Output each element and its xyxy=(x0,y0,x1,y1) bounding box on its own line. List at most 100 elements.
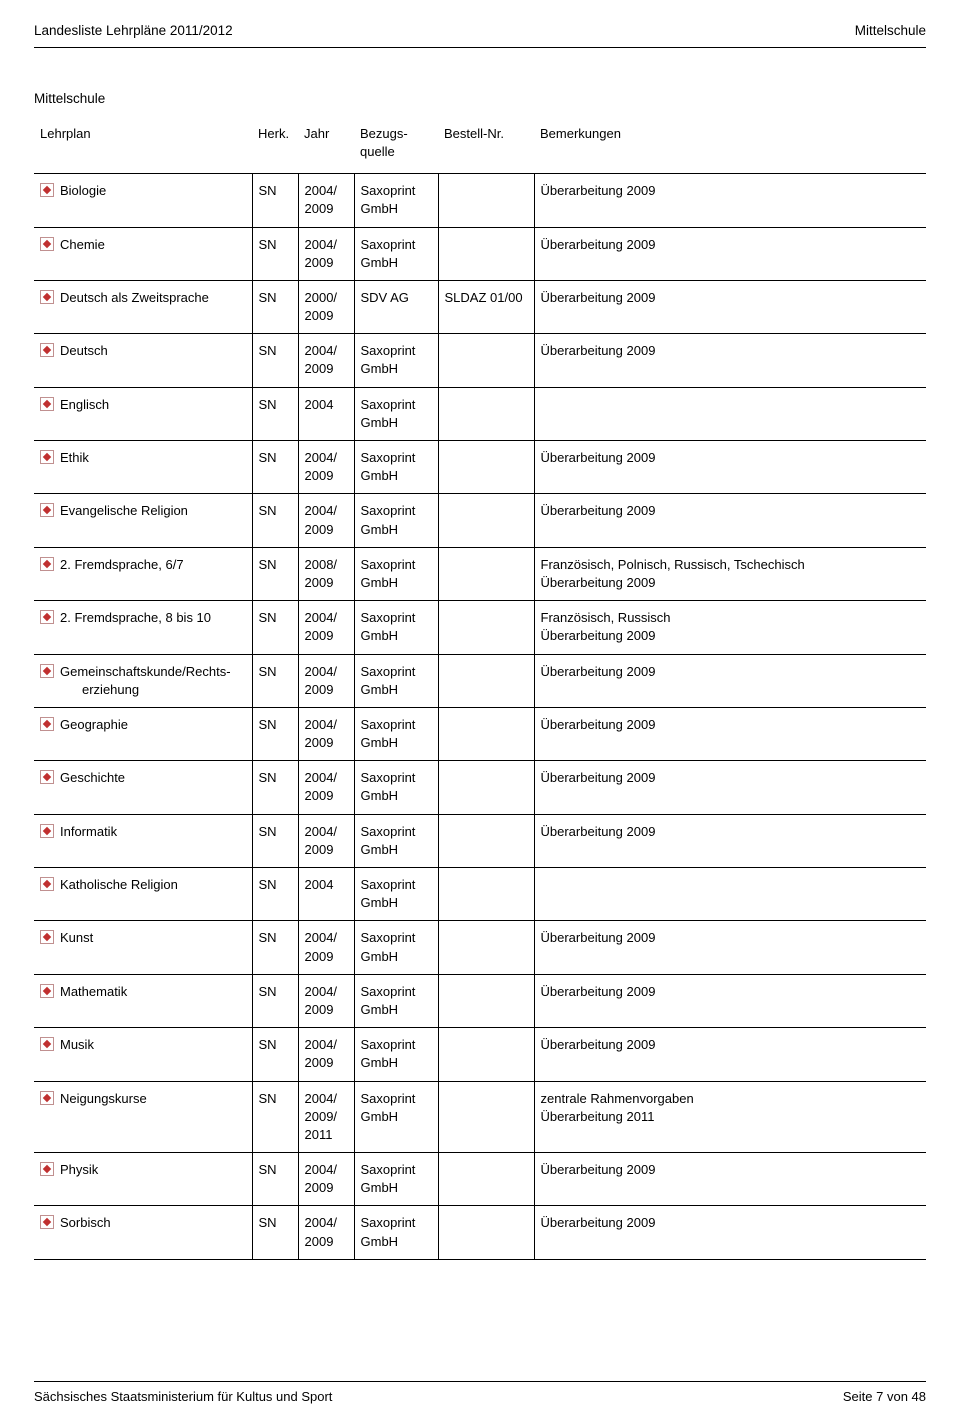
subject-text: 2. Fremdsprache, 6/7 xyxy=(60,557,184,572)
header-right: Mittelschule xyxy=(855,22,926,41)
cell-herk: SN xyxy=(252,280,298,333)
cell-bestell xyxy=(438,868,534,921)
cell-bestell xyxy=(438,761,534,814)
table-row: DeutschSN2004/ 2009Saxoprint GmbHÜberarb… xyxy=(34,334,926,387)
cell-jahr: 2004/ 2009 xyxy=(298,334,354,387)
cell-bemerk: Französisch, Polnisch, Russisch, Tschech… xyxy=(534,547,926,600)
cell-bemerk: Überarbeitung 2009 xyxy=(534,814,926,867)
table-row: MathematikSN2004/ 2009Saxoprint GmbHÜber… xyxy=(34,974,926,1027)
cell-subject: Kunst xyxy=(34,921,252,974)
footer-divider xyxy=(34,1381,926,1382)
cell-bemerk: Überarbeitung 2009 xyxy=(534,1028,926,1081)
cell-bemerk xyxy=(534,868,926,921)
curriculum-table: Lehrplan Herk. Jahr Bezugs- quelle Beste… xyxy=(34,125,926,1260)
cell-jahr: 2004/ 2009 xyxy=(298,601,354,654)
cell-jahr: 2004/ 2009 xyxy=(298,441,354,494)
cell-herk: SN xyxy=(252,921,298,974)
bullet-icon xyxy=(40,503,54,517)
cell-bemerk: Überarbeitung 2009 xyxy=(534,494,926,547)
cell-subject: Neigungskurse xyxy=(34,1081,252,1153)
subject-text: Sorbisch xyxy=(60,1215,111,1230)
table-row: GeographieSN2004/ 2009Saxoprint GmbHÜber… xyxy=(34,707,926,760)
cell-bestell xyxy=(438,601,534,654)
section-title: Mittelschule xyxy=(34,90,926,109)
cell-bezug: Saxoprint GmbH xyxy=(354,974,438,1027)
cell-jahr: 2004/ 2009 xyxy=(298,814,354,867)
subject-text: Mathematik xyxy=(60,984,127,999)
cell-bemerk: Französisch, Russisch Überarbeitung 2009 xyxy=(534,601,926,654)
cell-herk: SN xyxy=(252,1153,298,1206)
table-row: GeschichteSN2004/ 2009Saxoprint GmbHÜber… xyxy=(34,761,926,814)
cell-subject: Musik xyxy=(34,1028,252,1081)
cell-bestell xyxy=(438,974,534,1027)
bullet-icon xyxy=(40,877,54,891)
table-row: SorbischSN2004/ 2009Saxoprint GmbHÜberar… xyxy=(34,1206,926,1259)
cell-bemerk: Überarbeitung 2009 xyxy=(534,921,926,974)
cell-bemerk: Überarbeitung 2009 xyxy=(534,1153,926,1206)
cell-herk: SN xyxy=(252,494,298,547)
bullet-icon xyxy=(40,397,54,411)
cell-bezug: Saxoprint GmbH xyxy=(354,1153,438,1206)
table-row: Deutsch als ZweitspracheSN2000/ 2009SDV … xyxy=(34,280,926,333)
cell-jahr: 2004/ 2009 xyxy=(298,494,354,547)
subject-text: Kunst xyxy=(60,930,93,945)
cell-jahr: 2004/ 2009 xyxy=(298,174,354,227)
cell-bemerk: Überarbeitung 2009 xyxy=(534,1206,926,1259)
cell-bezug: Saxoprint GmbH xyxy=(354,494,438,547)
cell-herk: SN xyxy=(252,174,298,227)
subject-text: Musik xyxy=(60,1037,94,1052)
subject-text: Neigungskurse xyxy=(60,1091,147,1106)
cell-herk: SN xyxy=(252,814,298,867)
bullet-icon xyxy=(40,717,54,731)
cell-bezug: Saxoprint GmbH xyxy=(354,174,438,227)
cell-bemerk: Überarbeitung 2009 xyxy=(534,174,926,227)
cell-bestell xyxy=(438,174,534,227)
cell-subject: Chemie xyxy=(34,227,252,280)
cell-subject: Katholische Religion xyxy=(34,868,252,921)
subject-text: 2. Fremdsprache, 8 bis 10 xyxy=(60,610,211,625)
bullet-icon xyxy=(40,450,54,464)
cell-herk: SN xyxy=(252,761,298,814)
bullet-icon xyxy=(40,1091,54,1105)
cell-jahr: 2008/ 2009 xyxy=(298,547,354,600)
cell-subject: Mathematik xyxy=(34,974,252,1027)
cell-bezug: Saxoprint GmbH xyxy=(354,601,438,654)
subject-text: Informatik xyxy=(60,824,117,839)
cell-herk: SN xyxy=(252,601,298,654)
cell-bemerk xyxy=(534,387,926,440)
cell-subject: Gemeinschaftskunde/Rechts-erziehung xyxy=(34,654,252,707)
subject-text: Englisch xyxy=(60,397,109,412)
col-bestell: Bestell-Nr. xyxy=(438,125,534,174)
cell-herk: SN xyxy=(252,387,298,440)
bullet-icon xyxy=(40,930,54,944)
cell-bezug: SDV AG xyxy=(354,280,438,333)
cell-bezug: Saxoprint GmbH xyxy=(354,227,438,280)
cell-subject: Geschichte xyxy=(34,761,252,814)
bullet-icon xyxy=(40,1037,54,1051)
cell-jahr: 2004/ 2009/ 2011 xyxy=(298,1081,354,1153)
cell-bemerk: Überarbeitung 2009 xyxy=(534,334,926,387)
cell-bemerk: Überarbeitung 2009 xyxy=(534,441,926,494)
cell-jahr: 2004/ 2009 xyxy=(298,707,354,760)
cell-bezug: Saxoprint GmbH xyxy=(354,1028,438,1081)
table-header-row: Lehrplan Herk. Jahr Bezugs- quelle Beste… xyxy=(34,125,926,174)
header-left: Landesliste Lehrpläne 2011/2012 xyxy=(34,22,233,41)
cell-bemerk: Überarbeitung 2009 xyxy=(534,974,926,1027)
table-row: KunstSN2004/ 2009Saxoprint GmbHÜberarbei… xyxy=(34,921,926,974)
cell-bestell xyxy=(438,1206,534,1259)
cell-bezug: Saxoprint GmbH xyxy=(354,387,438,440)
bullet-icon xyxy=(40,290,54,304)
subject-text: Ethik xyxy=(60,450,89,465)
subject-text-line2: erziehung xyxy=(82,681,231,699)
cell-herk: SN xyxy=(252,654,298,707)
cell-subject: Sorbisch xyxy=(34,1206,252,1259)
footer-left: Sächsisches Staatsministerium für Kultus… xyxy=(34,1388,332,1406)
bullet-icon xyxy=(40,770,54,784)
cell-herk: SN xyxy=(252,1028,298,1081)
cell-bemerk: Überarbeitung 2009 xyxy=(534,280,926,333)
cell-bezug: Saxoprint GmbH xyxy=(354,441,438,494)
cell-bemerk: Überarbeitung 2009 xyxy=(534,654,926,707)
table-row: InformatikSN2004/ 2009Saxoprint GmbHÜber… xyxy=(34,814,926,867)
cell-herk: SN xyxy=(252,1081,298,1153)
cell-jahr: 2004/ 2009 xyxy=(298,1206,354,1259)
